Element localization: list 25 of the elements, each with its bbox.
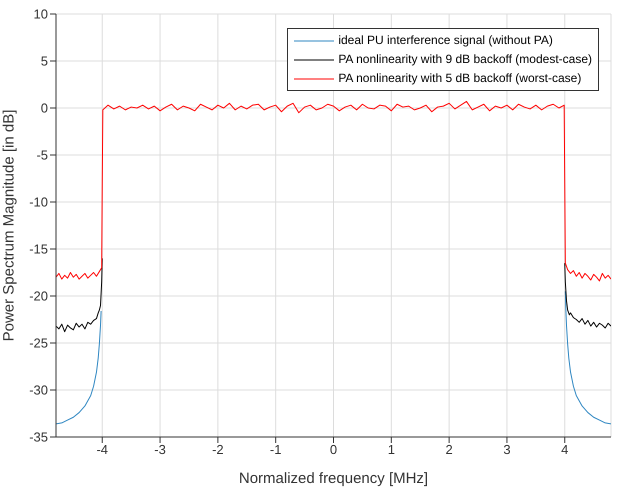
legend-label: PA nonlinearity with 5 dB backoff (worst-case) <box>338 70 582 87</box>
x-tick-label: -4 <box>96 442 108 458</box>
y-tick-label: 0 <box>40 100 48 116</box>
line-series <box>56 100 611 282</box>
x-tick-label: 0 <box>330 442 338 458</box>
x-tick-label: 1 <box>388 442 395 458</box>
y-axis-title: Power Spectrum Magnitude [in dB] <box>0 110 18 342</box>
y-tick-label: -30 <box>29 382 48 398</box>
y-tick-label: -25 <box>29 336 48 351</box>
y-tick-label: -5 <box>36 148 48 163</box>
x-tick-label: 4 <box>561 442 568 458</box>
y-tick-label: -20 <box>29 288 48 304</box>
x-tick-label: -1 <box>270 442 282 458</box>
legend-label: PA nonlinearity with 9 dB backoff (modest-case) <box>338 51 592 68</box>
x-tick-label: -3 <box>154 442 166 458</box>
legend-label: ideal PU interference signal (without PA) <box>338 32 553 49</box>
y-tick-label: -15 <box>29 242 48 257</box>
y-tick-label: 10 <box>34 6 48 22</box>
x-tick-label: -2 <box>212 442 224 458</box>
x-tick-label: 3 <box>503 442 511 458</box>
y-tick-label: -35 <box>29 430 48 445</box>
x-axis-title: Normalized frequency [MHz] <box>238 470 428 487</box>
y-tick-label: 5 <box>40 54 48 69</box>
y-tick-label: -10 <box>29 194 48 210</box>
x-tick-label: 2 <box>446 442 453 458</box>
